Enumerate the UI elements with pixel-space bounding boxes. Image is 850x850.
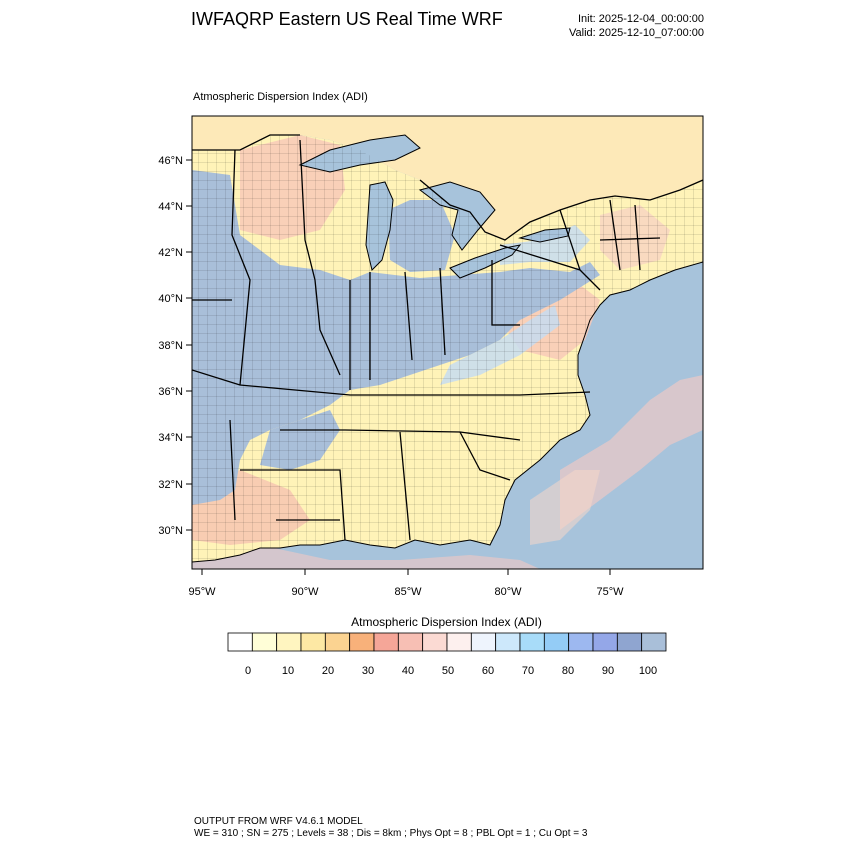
colorbar-tick-label: 10 [282, 665, 294, 677]
coastline [192, 261, 703, 563]
footer-config-line: WE = 310 ; SN = 275 ; Levels = 38 ; Dis … [194, 828, 588, 839]
colorbar-swatch [592, 632, 618, 652]
ocean-haze [560, 375, 703, 530]
colorbar-swatch [446, 632, 472, 652]
county-boundaries [192, 135, 703, 562]
colorbar-tick-label: 60 [482, 665, 494, 677]
colorbar-swatch [543, 632, 570, 652]
footer-model-line: OUTPUT FROM WRF V4.6.1 MODEL [194, 816, 363, 827]
map-frame [191, 115, 704, 570]
init-time: Init: 2025-12-04_00:00:00 [578, 13, 704, 25]
colorbar-labels: 0 10 20 30 40 50 60 70 80 90 100 [245, 665, 657, 677]
panel-title: Atmospheric Dispersion Index (ADI) [193, 91, 368, 103]
colorbar-tick-label: 30 [362, 665, 374, 677]
map-area [192, 116, 703, 569]
canada-land [192, 116, 703, 240]
colorbar-swatch [641, 632, 667, 652]
lat-tick-label: 38°N [158, 340, 183, 352]
lat-tick-label: 34°N [158, 432, 183, 444]
lon-tick-label: 75°W [596, 586, 624, 598]
colorbar-swatch [397, 632, 424, 652]
lat-tick-label: 30°N [158, 525, 183, 537]
lon-tick-label: 90°W [291, 586, 319, 598]
lat-tick-label: 32°N [158, 479, 183, 491]
colorbar-tick-label: 100 [639, 665, 657, 677]
colorbar-swatch [227, 632, 253, 652]
colorbar-swatch [324, 632, 351, 652]
lon-tick-label: 95°W [188, 586, 216, 598]
gulf-haze [192, 545, 540, 569]
ocean-haze-2 [530, 470, 600, 545]
colorbar-tick-label: 40 [402, 665, 414, 677]
valid-time: Valid: 2025-12-10_07:00:00 [569, 27, 704, 39]
state-boundaries [192, 139, 661, 541]
colorbar-swatch [616, 632, 643, 652]
longitude-axis: 95°W 90°W 85°W 80°W 75°W [188, 569, 624, 598]
colorbar-swatch [276, 632, 302, 652]
colorbar-swatch [470, 632, 497, 652]
colorbar-swatch [519, 632, 545, 652]
lat-tick-label: 46°N [158, 155, 183, 167]
colorbar-swatch [349, 632, 375, 652]
latitude-axis: 46°N 44°N 42°N 40°N 38°N 36°N 34°N 32°N 30°N [158, 155, 192, 537]
colorbar-swatch [300, 632, 326, 652]
colorbar [227, 632, 667, 652]
colorbar-tick-label: 50 [442, 665, 454, 677]
colorbar-title: Atmospheric Dispersion Index (ADI) [351, 615, 542, 629]
colorbar-tick-label: 0 [245, 665, 251, 677]
colorbar-swatch [373, 632, 399, 652]
colorbar-tick-label: 80 [562, 665, 574, 677]
canada-border [192, 134, 703, 241]
colorbar-swatch [568, 632, 594, 652]
chart-title: IWFAQRP Eastern US Real Time WRF [191, 9, 503, 29]
lat-tick-label: 36°N [158, 386, 183, 398]
lat-tick-label: 40°N [158, 293, 183, 305]
colorbar-swatch [251, 632, 278, 652]
lon-tick-label: 80°W [494, 586, 522, 598]
colorbar-swatch [495, 632, 521, 652]
colorbar-tick-label: 20 [322, 665, 334, 677]
colorbar-tick-label: 90 [602, 665, 614, 677]
colorbar-tick-label: 70 [522, 665, 534, 677]
lon-tick-label: 85°W [394, 586, 422, 598]
lat-tick-label: 44°N [158, 201, 183, 213]
colorbar-swatch [422, 632, 448, 652]
lat-tick-label: 42°N [158, 247, 183, 259]
